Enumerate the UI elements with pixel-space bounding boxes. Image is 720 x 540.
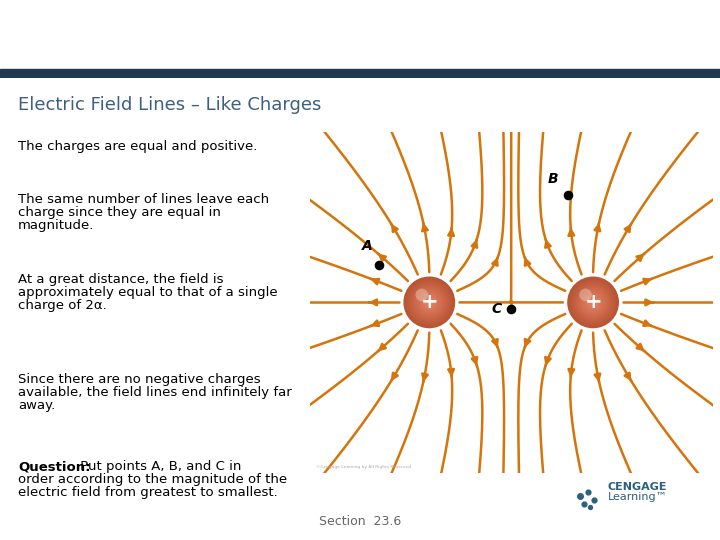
Circle shape bbox=[568, 277, 618, 328]
Text: away.: away. bbox=[18, 399, 55, 413]
Circle shape bbox=[423, 296, 436, 309]
Circle shape bbox=[413, 286, 446, 319]
Text: charge of 2α.: charge of 2α. bbox=[18, 299, 107, 312]
Point bbox=[582, 488, 594, 496]
Circle shape bbox=[404, 277, 454, 328]
Circle shape bbox=[415, 288, 444, 317]
Polygon shape bbox=[180, 0, 504, 69]
Circle shape bbox=[576, 286, 610, 319]
Text: B: B bbox=[547, 172, 558, 186]
Circle shape bbox=[425, 298, 433, 307]
Circle shape bbox=[579, 288, 592, 301]
Text: approximately equal to that of a single: approximately equal to that of a single bbox=[18, 286, 278, 299]
Point bbox=[562, 191, 574, 200]
Circle shape bbox=[419, 292, 440, 313]
Text: Electric Field Lines – Like Charges: Electric Field Lines – Like Charges bbox=[18, 96, 321, 114]
Polygon shape bbox=[288, 0, 540, 69]
Text: available, the field lines end infinitely far: available, the field lines end infinitel… bbox=[18, 386, 292, 399]
Point bbox=[575, 492, 586, 501]
Circle shape bbox=[427, 300, 431, 305]
Text: ©Cengage Learning by All Rights Reserved: ©Cengage Learning by All Rights Reserved bbox=[316, 465, 411, 469]
Circle shape bbox=[408, 281, 450, 323]
Circle shape bbox=[582, 292, 603, 313]
Bar bbox=[0, 69, 720, 78]
Text: +: + bbox=[420, 292, 438, 313]
Text: The charges are equal and positive.: The charges are equal and positive. bbox=[18, 140, 257, 153]
Text: A: A bbox=[362, 239, 373, 253]
Point bbox=[584, 503, 595, 511]
Polygon shape bbox=[518, 0, 720, 69]
Circle shape bbox=[578, 288, 608, 317]
Circle shape bbox=[410, 284, 448, 321]
Text: At a great distance, the field is: At a great distance, the field is bbox=[18, 273, 223, 286]
Circle shape bbox=[585, 294, 601, 311]
Text: Since there are no negative charges: Since there are no negative charges bbox=[18, 373, 261, 386]
Circle shape bbox=[580, 290, 606, 315]
Circle shape bbox=[591, 300, 595, 305]
Text: CENGAGE: CENGAGE bbox=[608, 482, 667, 492]
Circle shape bbox=[587, 296, 599, 309]
Circle shape bbox=[574, 284, 612, 321]
Text: +: + bbox=[585, 292, 602, 313]
Text: charge since they are equal in: charge since they are equal in bbox=[18, 206, 221, 219]
Text: electric field from greatest to smallest.: electric field from greatest to smallest… bbox=[18, 487, 278, 500]
Text: Learning™: Learning™ bbox=[608, 492, 667, 502]
Text: order according to the magnitude of the: order according to the magnitude of the bbox=[18, 473, 287, 487]
Text: The same number of lines leave each: The same number of lines leave each bbox=[18, 193, 269, 206]
Text: Question:: Question: bbox=[18, 460, 91, 473]
Circle shape bbox=[570, 279, 616, 326]
Circle shape bbox=[421, 294, 438, 311]
Circle shape bbox=[572, 281, 614, 323]
Circle shape bbox=[417, 290, 442, 315]
Text: magnitude.: magnitude. bbox=[18, 219, 94, 232]
Text: Section  23.6: Section 23.6 bbox=[319, 515, 401, 528]
Circle shape bbox=[406, 279, 452, 326]
Point bbox=[588, 496, 600, 504]
Text: C: C bbox=[491, 302, 501, 316]
Circle shape bbox=[589, 298, 598, 307]
Point bbox=[505, 305, 517, 313]
Text: Put points A, B, and C in: Put points A, B, and C in bbox=[76, 460, 241, 473]
Circle shape bbox=[415, 288, 428, 301]
Point bbox=[578, 500, 590, 508]
Polygon shape bbox=[432, 0, 662, 69]
Point bbox=[373, 260, 384, 269]
